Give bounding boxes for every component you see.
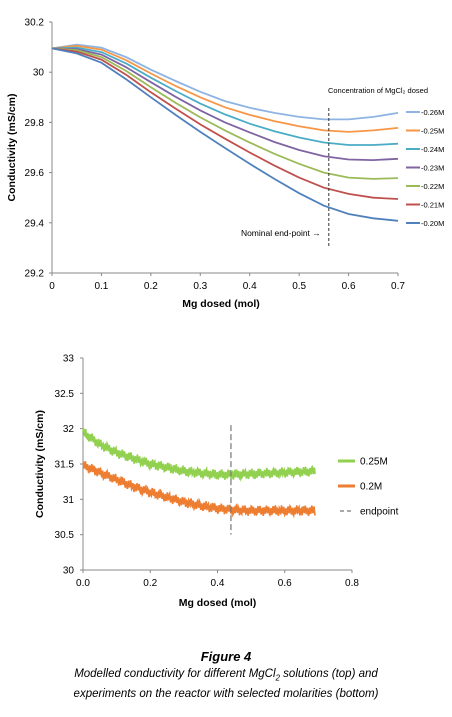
top-chart: 29.2 29.4 29.6 29.8 30 30.2 0 0.1 0.2 0.3 0.4 0.5 0.… xyxy=(6,18,444,311)
series-line xyxy=(82,428,316,482)
series-line xyxy=(51,47,399,200)
x-tick-label: 0.1 xyxy=(94,281,108,292)
series-line xyxy=(82,461,316,519)
y-axis-title: Conductivity (mS/cm) xyxy=(34,410,46,518)
x-tick-label: 0.3 xyxy=(193,281,207,292)
figure-caption: Figure 4 Modelled conductivity for diffe… xyxy=(0,648,452,702)
x-tick-label: 0.0 xyxy=(76,578,90,589)
legend-label: -0.25M xyxy=(421,127,444,136)
x-axis-title: Mg dosed (mol) xyxy=(179,597,257,609)
x-tick-label: 0.2 xyxy=(144,281,158,292)
x-tick-label: 0.2 xyxy=(143,578,157,589)
x-tick-label: 0.4 xyxy=(211,578,225,589)
x-tick-label: 0.5 xyxy=(292,281,306,292)
y-tick-label: 33 xyxy=(63,354,75,365)
y-tick-label: 30.5 xyxy=(55,530,75,541)
y-tick-label: 29.2 xyxy=(25,269,45,280)
legend-label: -0.21M xyxy=(421,201,444,210)
caption-line-2: experiments on the reactor with selected… xyxy=(73,688,379,701)
series-line xyxy=(51,46,399,146)
series-line xyxy=(51,47,399,180)
y-tick-label: 30.2 xyxy=(25,18,45,29)
caption-line-1-pre: Modelled conductivity for different MgCl xyxy=(74,668,276,680)
legend-label: -0.20M xyxy=(421,219,444,228)
bottom-chart: 30 30.5 31 31.5 32 32.5 33 0.0 0.2 0.4 0.6 0.8 Mg do… xyxy=(34,354,399,610)
x-tick-label: 0.7 xyxy=(391,281,405,292)
x-tick-label: 0.6 xyxy=(342,281,356,292)
x-tick-label: 0.4 xyxy=(243,281,257,292)
caption-line-1: Modelled conductivity for different MgCl… xyxy=(0,666,452,686)
y-tick-label: 30 xyxy=(63,566,75,577)
series-line xyxy=(51,43,399,121)
x-tick-label: 0.6 xyxy=(278,578,292,589)
series-line xyxy=(51,47,399,162)
legend-label: -0.22M xyxy=(421,182,444,191)
caption-subscript: 2 xyxy=(275,673,280,683)
legend-label: 0.25M xyxy=(360,457,388,468)
y-tick-label: 30 xyxy=(33,68,45,79)
legend-label-endpoint: endpoint xyxy=(360,507,399,518)
y-tick-label: 31 xyxy=(63,495,75,506)
x-axis-title: Mg dosed (mol) xyxy=(182,298,260,310)
x-tick-label: 0 xyxy=(49,281,55,292)
y-axis-title: Conductivity (mS/cm) xyxy=(6,94,18,202)
caption-line-1-post: solutions (top) and xyxy=(279,668,378,680)
legend-title: Concentration of MgCl₂ dosed xyxy=(328,86,428,95)
legend-label: -0.24M xyxy=(421,145,444,154)
y-tick-label: 29.6 xyxy=(25,168,45,179)
y-tick-label: 29.4 xyxy=(25,218,45,229)
x-tick-label: 0.8 xyxy=(345,578,359,589)
y-tick-label: 32 xyxy=(63,424,75,435)
series-line xyxy=(51,44,399,133)
figure-label: Figure 4 xyxy=(200,649,252,664)
y-tick-label: 32.5 xyxy=(55,389,75,400)
legend-label: -0.23M xyxy=(421,164,444,173)
legend-label: 0.2M xyxy=(360,482,382,493)
legend-label: -0.26M xyxy=(421,108,444,117)
y-tick-label: 31.5 xyxy=(55,460,75,471)
series-line xyxy=(51,47,399,222)
y-tick-label: 29.8 xyxy=(25,118,45,129)
endpoint-label: Nominal end-point → xyxy=(241,228,321,238)
